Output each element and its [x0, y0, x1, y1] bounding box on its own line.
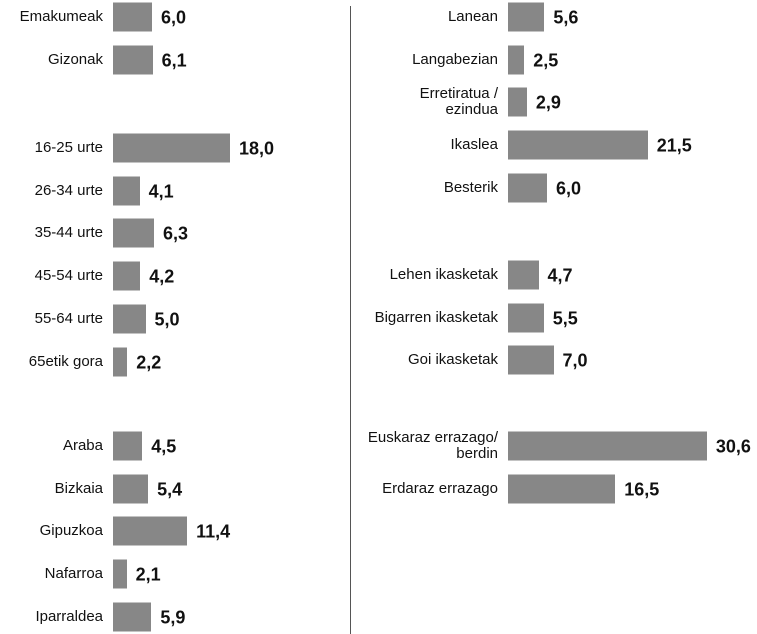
value-label: 11,4 [196, 521, 231, 542]
bar [113, 602, 152, 632]
value-label: 21,5 [656, 135, 692, 156]
divider [350, 6, 351, 634]
bar [113, 218, 154, 248]
category-label: 35-44 urte [34, 224, 103, 242]
bar [508, 431, 707, 461]
bar [113, 2, 152, 32]
value-label: 16,5 [624, 479, 660, 500]
bar [508, 303, 544, 333]
category-label: Ikaslea [450, 136, 498, 154]
value-label: 5,4 [157, 479, 183, 500]
bar [508, 345, 554, 375]
bar [113, 261, 141, 291]
value-label: 2,5 [533, 50, 559, 71]
value-label: 6,1 [161, 50, 187, 71]
bar [113, 431, 143, 461]
value-label: 4,7 [547, 265, 573, 286]
category-label: 26-34 urte [34, 181, 103, 199]
category-label: Emakumeak [19, 8, 103, 25]
category-label: Gizonak [47, 50, 103, 68]
category-label: Bigarren ikasketak [374, 308, 498, 326]
category-label: Lehen ikasketak [389, 266, 498, 283]
bar [508, 260, 539, 290]
category-label: Erretiratua / ezindua [419, 85, 498, 119]
category-label: 55-64 urte [34, 309, 103, 327]
bar [113, 133, 230, 163]
category-label: Lanean [447, 8, 498, 25]
category-label: Besterik [443, 178, 498, 196]
value-label: 5,0 [154, 309, 180, 330]
bar [508, 2, 545, 32]
bar [113, 304, 146, 334]
category-label: Gipuzkoa [39, 522, 103, 540]
bar [508, 45, 525, 75]
value-label: 2,9 [535, 92, 561, 113]
bar [113, 559, 127, 589]
category-label: Bizkaia [54, 479, 103, 497]
bar [113, 474, 149, 504]
value-label: 18,0 [239, 138, 275, 159]
category-label: Erdaraz errazago [382, 479, 498, 497]
value-label: 4,2 [149, 266, 175, 287]
value-label: 30,6 [715, 436, 751, 457]
bar [113, 516, 188, 546]
value-label: 2,1 [135, 564, 161, 585]
category-label: 16-25 urte [34, 139, 103, 156]
category-label: 45-54 urte [34, 267, 103, 285]
bar [113, 347, 128, 376]
bar [113, 176, 140, 206]
bar [508, 474, 616, 504]
category-label: Iparraldea [35, 607, 103, 625]
value-label: 2,2 [136, 352, 162, 372]
value-label: 5,6 [553, 7, 579, 28]
category-label: Araba [62, 437, 103, 454]
bar [113, 45, 153, 75]
category-label: Goi ikasketak [407, 351, 498, 369]
category-label: Langabezian [412, 50, 498, 68]
value-label: 6,3 [162, 223, 188, 244]
category-label: Nafarroa [44, 565, 103, 583]
value-label: 5,9 [160, 607, 186, 628]
value-label: 4,5 [151, 436, 177, 457]
value-label: 6,0 [161, 7, 187, 28]
value-label: 5,5 [552, 308, 578, 329]
bar [508, 130, 648, 160]
value-label: 7,0 [562, 350, 588, 371]
bar [508, 173, 547, 203]
category-label: Euskaraz errazago/ berdin [367, 429, 498, 462]
value-label: 6,0 [556, 178, 582, 199]
bar [508, 87, 527, 117]
category-label: 65etik gora [28, 352, 103, 370]
value-label: 4,1 [148, 181, 174, 202]
